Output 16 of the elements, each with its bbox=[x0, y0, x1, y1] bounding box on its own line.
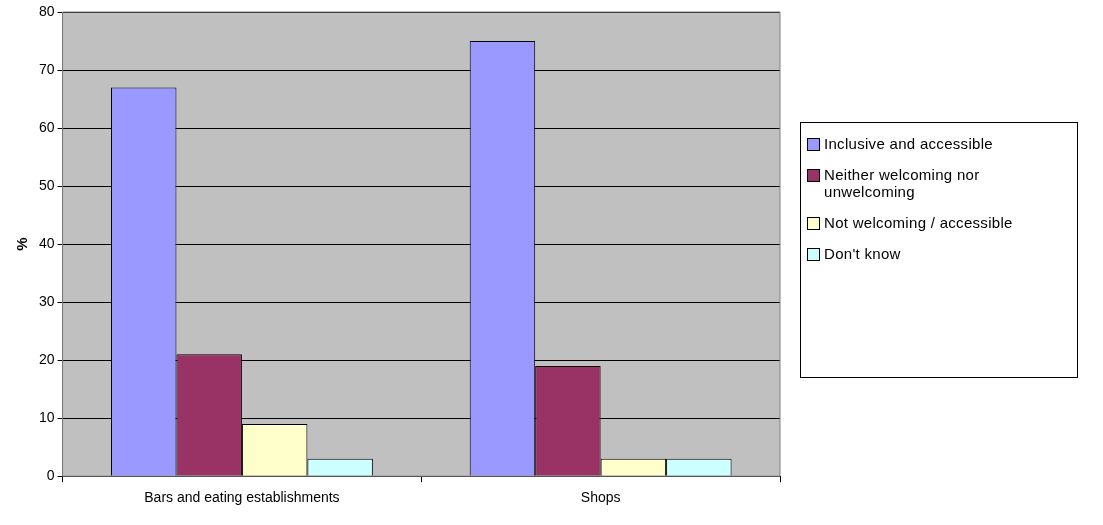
legend-label: Not welcoming / accessible bbox=[824, 214, 1013, 231]
y-tick-label: 30 bbox=[38, 292, 55, 309]
y-tick-label: 20 bbox=[38, 351, 55, 368]
y-axis-title: % bbox=[13, 237, 31, 251]
y-tick-label: 70 bbox=[38, 60, 55, 77]
legend-label: Inclusive and accessible bbox=[824, 135, 993, 152]
y-tick-label: 10 bbox=[38, 409, 55, 426]
y-tick-label: 80 bbox=[38, 2, 55, 19]
y-tick-label: 40 bbox=[38, 234, 55, 251]
legend-label: Neither welcoming nor unwelcoming bbox=[824, 166, 981, 200]
y-tick-label: 50 bbox=[38, 176, 55, 193]
y-tick-label: 60 bbox=[38, 118, 55, 135]
x-tick-label: Shops bbox=[580, 489, 621, 506]
y-tick-label: 0 bbox=[46, 467, 55, 484]
legend-label: Don't know bbox=[824, 245, 901, 262]
x-tick-label: Bars and eating establishments bbox=[144, 489, 340, 506]
